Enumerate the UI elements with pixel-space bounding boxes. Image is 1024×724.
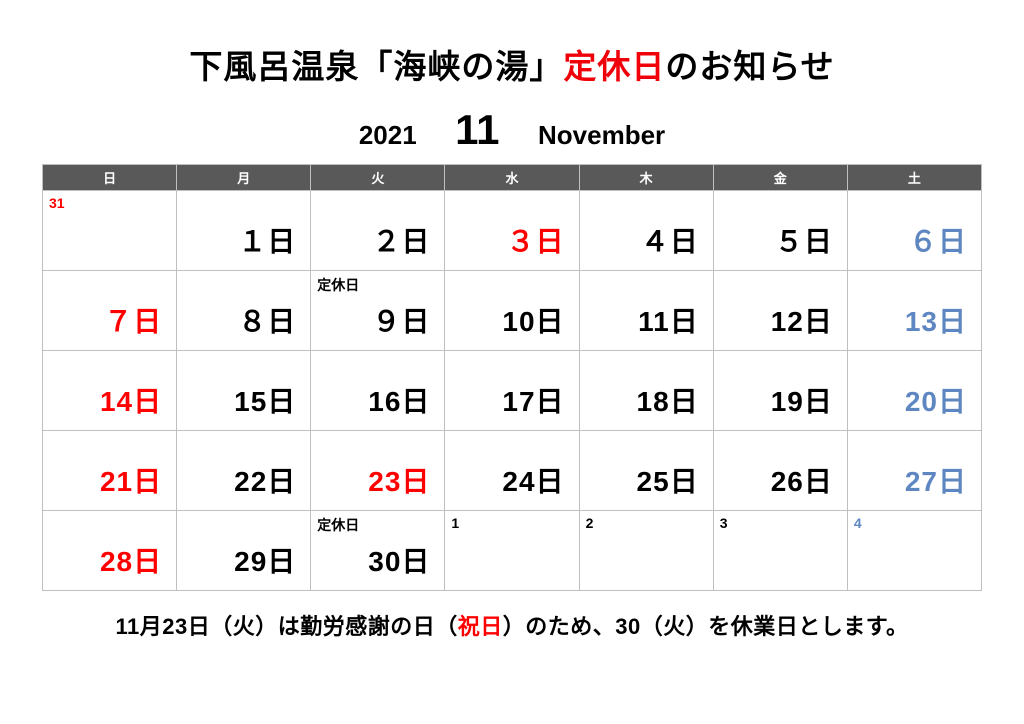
- day-number: 19日: [771, 380, 833, 420]
- calendar-cell: ６日: [847, 191, 981, 271]
- closed-label: 定休日: [317, 275, 359, 295]
- day-number: 17日: [502, 380, 564, 420]
- day-number: 27日: [905, 460, 967, 500]
- calendar-cell: 2: [579, 511, 713, 591]
- next-month-day: 4: [854, 515, 862, 531]
- calendar-cell: 14日: [43, 351, 177, 431]
- footer-a: 11月23日（火）は勤労感謝の日（: [115, 614, 457, 639]
- calendar-cell: 18日: [579, 351, 713, 431]
- weekday-mon: 月: [177, 165, 311, 191]
- calendar-table: 日 月 火 水 木 金 土 31１日２日３日４日５日６日７日８日定休日９日10日…: [42, 164, 982, 591]
- calendar-cell: 21日: [43, 431, 177, 511]
- prev-month-day: 31: [49, 195, 65, 211]
- day-number: 25日: [637, 460, 699, 500]
- calendar-cell: 22日: [177, 431, 311, 511]
- day-number: ２日: [372, 220, 430, 260]
- day-number: 11日: [638, 300, 699, 340]
- calendar-cell: 27日: [847, 431, 981, 511]
- day-number: 28日: [100, 540, 162, 580]
- calendar-cell: 13日: [847, 271, 981, 351]
- weekday-thu: 木: [579, 165, 713, 191]
- weekday-sat: 土: [847, 165, 981, 191]
- calendar-cell: 3: [713, 511, 847, 591]
- calendar-cell: ５日: [713, 191, 847, 271]
- next-month-day: 2: [586, 515, 594, 531]
- calendar-cell: 24日: [445, 431, 579, 511]
- calendar-cell: 28日: [43, 511, 177, 591]
- calendar-cell: 1: [445, 511, 579, 591]
- calendar-cell: 12日: [713, 271, 847, 351]
- day-number: 15日: [234, 380, 296, 420]
- calendar-row: 28日 29日 定休日 30日 1 2 3 4: [43, 511, 982, 591]
- subtitle: 2021 11 November: [42, 106, 982, 154]
- title-part3: のお知らせ: [665, 48, 834, 85]
- footer-c: ）のため、30（火）を休業日とします。: [503, 614, 909, 639]
- title-part1: 下風呂温泉「海峡の湯」: [189, 48, 563, 85]
- calendar-cell: 定休日 ９日: [311, 271, 445, 351]
- day-number: 13日: [905, 300, 967, 340]
- calendar-cell: 定休日 30日: [311, 511, 445, 591]
- calendar-cell: ７日: [43, 271, 177, 351]
- day-number: ４日: [641, 220, 699, 260]
- calendar-cell: ８日: [177, 271, 311, 351]
- calendar-cell: 20日: [847, 351, 981, 431]
- calendar-row: 31 １日 ２日 ３日 ４日 ５日 ６日: [43, 191, 982, 271]
- calendar-cell: 26日: [713, 431, 847, 511]
- day-number: 26日: [771, 460, 833, 500]
- day-number: 18日: [637, 380, 699, 420]
- weekday-wed: 水: [445, 165, 579, 191]
- weekday-sun: 日: [43, 165, 177, 191]
- next-month-day: 3: [720, 515, 728, 531]
- day-number: ７日: [104, 300, 162, 340]
- calendar-cell: ３日: [445, 191, 579, 271]
- calendar-cell: 16日: [311, 351, 445, 431]
- day-number: 22日: [234, 460, 296, 500]
- day-number: 10日: [502, 300, 564, 340]
- day-number: 24日: [502, 460, 564, 500]
- calendar-cell: 10日: [445, 271, 579, 351]
- calendar-cell: 11日: [579, 271, 713, 351]
- calendar-cell: 15日: [177, 351, 311, 431]
- calendar-cell: 31: [43, 191, 177, 271]
- day-number: ３日: [507, 220, 565, 260]
- day-number: 29日: [234, 540, 296, 580]
- calendar-cell: 25日: [579, 431, 713, 511]
- day-number: 14日: [100, 380, 162, 420]
- calendar-row: 14日 15日 16日 17日 18日 19日 20日: [43, 351, 982, 431]
- weekday-header-row: 日 月 火 水 木 金 土: [43, 165, 982, 191]
- day-number: 21日: [100, 460, 162, 500]
- calendar-cell: ２日: [311, 191, 445, 271]
- calendar-cell: １日: [177, 191, 311, 271]
- day-number: ８日: [238, 300, 296, 340]
- calendar-row: 21日 22日 23日 24日 25日 26日 27日: [43, 431, 982, 511]
- footer-b: 祝日: [458, 614, 503, 639]
- day-number: 30日: [368, 540, 430, 580]
- day-number: ９日: [372, 300, 430, 340]
- calendar-cell: 29日: [177, 511, 311, 591]
- day-number: １日: [238, 220, 296, 260]
- calendar-row: ７日 ８日 定休日 ９日 10日 11日 12日 13日: [43, 271, 982, 351]
- day-number: 20日: [905, 380, 967, 420]
- calendar-cell: 4: [847, 511, 981, 591]
- page-title: 下風呂温泉「海峡の湯」定休日のお知らせ: [42, 40, 982, 88]
- footer-note: 11月23日（火）は勤労感謝の日（祝日）のため、30（火）を休業日とします。: [42, 609, 982, 641]
- weekday-tue: 火: [311, 165, 445, 191]
- calendar-cell: 17日: [445, 351, 579, 431]
- next-month-day: 1: [451, 515, 459, 531]
- calendar-cell: ４日: [579, 191, 713, 271]
- day-number: ５日: [775, 220, 833, 260]
- month-english: November: [538, 120, 665, 151]
- year-label: 2021: [359, 120, 417, 151]
- calendar-cell: 23日: [311, 431, 445, 511]
- day-number: 12日: [771, 300, 833, 340]
- day-number: ６日: [909, 220, 967, 260]
- title-part2: 定休日: [563, 48, 665, 85]
- day-number: 16日: [368, 380, 430, 420]
- weekday-fri: 金: [713, 165, 847, 191]
- calendar-cell: 19日: [713, 351, 847, 431]
- closed-label: 定休日: [317, 515, 359, 535]
- month-number: 11: [455, 106, 499, 154]
- day-number: 23日: [368, 460, 430, 500]
